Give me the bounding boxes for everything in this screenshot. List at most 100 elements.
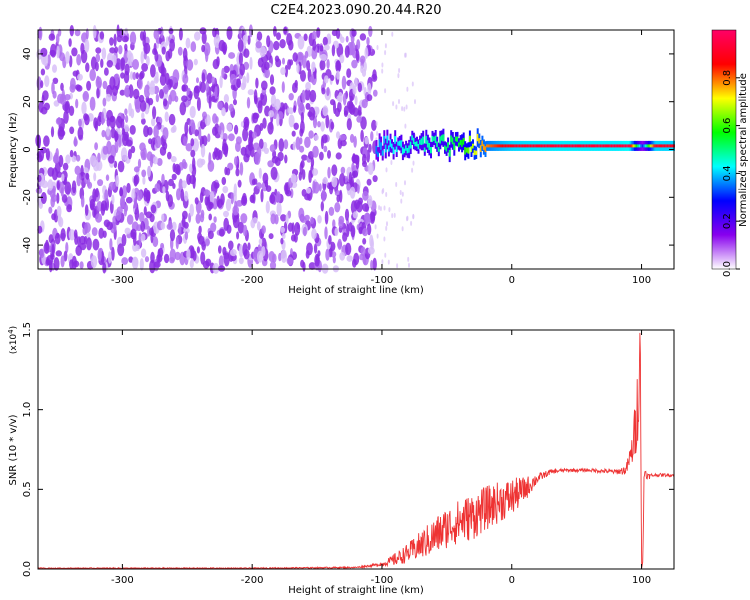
noise-cell bbox=[60, 187, 64, 197]
signal-cell bbox=[528, 144, 531, 148]
noise-cell bbox=[312, 116, 318, 129]
noise-cell bbox=[340, 139, 347, 147]
noise-cell bbox=[124, 43, 128, 51]
noise-cell bbox=[322, 105, 329, 117]
noise-cell bbox=[247, 89, 255, 96]
noise-cell bbox=[138, 72, 144, 80]
noise-cell bbox=[106, 126, 110, 137]
noise-cell bbox=[284, 154, 288, 164]
signal-cell bbox=[464, 147, 467, 155]
noise-cell bbox=[64, 181, 72, 195]
noise-cell bbox=[261, 80, 268, 91]
noise-cell bbox=[129, 71, 134, 80]
noise-cell bbox=[296, 51, 304, 61]
noise-cell bbox=[208, 201, 214, 210]
noise-cell bbox=[186, 59, 194, 71]
noise-cell bbox=[337, 238, 343, 250]
noise-cell bbox=[137, 158, 142, 169]
noise-cell bbox=[39, 248, 45, 259]
signal-cell bbox=[637, 144, 640, 148]
noise-cell bbox=[319, 45, 324, 52]
noise-cell bbox=[349, 41, 356, 56]
noise-cell bbox=[56, 192, 60, 204]
noise-cell bbox=[56, 180, 60, 191]
noise-cell bbox=[339, 134, 347, 141]
signal-cell bbox=[578, 144, 580, 148]
noise-cell bbox=[247, 242, 251, 251]
noise-cell bbox=[351, 162, 355, 174]
noise-cell bbox=[202, 260, 210, 269]
noise-cell bbox=[141, 169, 147, 178]
noise-cell bbox=[156, 158, 163, 166]
noise-cell bbox=[270, 166, 278, 180]
noise-cell bbox=[246, 72, 250, 84]
noise-cell bbox=[219, 75, 223, 89]
noise-cell bbox=[59, 94, 67, 105]
noise-cell bbox=[109, 47, 116, 54]
signal-cell bbox=[511, 144, 513, 148]
noise-cell bbox=[267, 160, 274, 168]
noise-cell bbox=[276, 113, 280, 127]
noise-cell bbox=[404, 180, 406, 186]
signal-cell bbox=[462, 137, 465, 145]
noise-cell bbox=[92, 208, 97, 218]
noise-cell bbox=[183, 227, 190, 234]
noise-cell bbox=[190, 149, 196, 158]
noise-cell bbox=[155, 71, 159, 83]
signal-cell bbox=[467, 147, 470, 154]
noise-cell bbox=[225, 198, 232, 212]
signal-cell bbox=[649, 144, 652, 148]
noise-cell bbox=[360, 246, 366, 257]
x-tick-label: -100 bbox=[371, 275, 394, 286]
noise-cell bbox=[223, 252, 230, 267]
noise-cell bbox=[84, 204, 89, 217]
noise-cell bbox=[263, 61, 270, 71]
noise-cell bbox=[189, 105, 196, 119]
noise-cell bbox=[92, 238, 100, 251]
noise-cell bbox=[266, 35, 271, 48]
noise-cell bbox=[133, 174, 140, 185]
noise-cell bbox=[49, 49, 56, 57]
signal-cell bbox=[401, 147, 404, 155]
noise-cell bbox=[392, 101, 395, 107]
noise-cell bbox=[106, 60, 114, 68]
noise-cell bbox=[273, 26, 277, 37]
noise-cell bbox=[288, 114, 295, 128]
noise-cell bbox=[163, 84, 169, 95]
noise-cell bbox=[354, 77, 358, 88]
signal-cell bbox=[409, 141, 412, 149]
noise-cell bbox=[356, 39, 361, 50]
noise-cell bbox=[48, 33, 56, 41]
signal-cell bbox=[439, 136, 442, 144]
noise-cell bbox=[85, 172, 90, 180]
noise-cell bbox=[374, 224, 377, 230]
noise-cell bbox=[247, 35, 251, 45]
noise-cell bbox=[226, 167, 231, 176]
noise-cell bbox=[352, 211, 359, 219]
noise-cell bbox=[223, 210, 229, 218]
noise-cell bbox=[94, 142, 98, 151]
noise-cell bbox=[83, 235, 88, 245]
signal-cell bbox=[557, 144, 560, 148]
noise-cell bbox=[152, 156, 159, 165]
noise-cell bbox=[342, 93, 347, 106]
noise-cell bbox=[51, 81, 55, 95]
noise-cell bbox=[234, 124, 239, 135]
noise-cell bbox=[411, 81, 414, 87]
noise-cell bbox=[287, 107, 295, 115]
noise-cell bbox=[86, 237, 92, 251]
noise-cell bbox=[38, 26, 43, 41]
noise-cell bbox=[262, 141, 268, 149]
signal-cell bbox=[440, 135, 443, 141]
noise-cell bbox=[387, 259, 390, 265]
noise-cell bbox=[362, 203, 370, 212]
noise-cell bbox=[284, 64, 288, 78]
noise-cell bbox=[149, 259, 156, 274]
noise-cell bbox=[322, 177, 328, 184]
noise-cell bbox=[50, 126, 55, 138]
noise-cell bbox=[146, 165, 151, 178]
noise-cell bbox=[140, 248, 147, 258]
noise-cell bbox=[312, 38, 317, 51]
signal-cell bbox=[444, 145, 446, 150]
noise-cell bbox=[304, 88, 311, 101]
